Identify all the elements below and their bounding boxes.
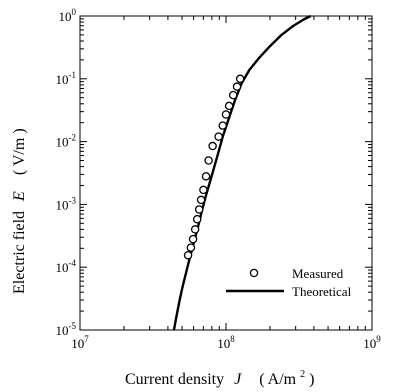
series-line-theoretical bbox=[172, 14, 312, 331]
data-point-measured bbox=[194, 205, 204, 214]
legend: Measured Theoretical bbox=[226, 266, 352, 299]
data-point-measured bbox=[186, 243, 196, 252]
series-layer bbox=[172, 14, 312, 331]
y-axis-label-name: Electric field bbox=[11, 211, 28, 294]
x-axis-label-unit: ( A/m bbox=[259, 371, 296, 388]
x-axis: 107 108 109 bbox=[71, 16, 381, 351]
data-point-measured bbox=[221, 110, 231, 119]
y-tick-label: 100 bbox=[59, 7, 77, 24]
data-point-measured bbox=[232, 82, 242, 91]
legend-marker-measured bbox=[249, 268, 259, 278]
data-point-measured bbox=[188, 234, 198, 244]
y-tick-label: 10-3 bbox=[56, 195, 77, 212]
data-point-measured bbox=[199, 185, 208, 195]
legend-label-theoretical: Theoretical bbox=[292, 284, 352, 299]
data-point-measured bbox=[192, 215, 202, 224]
plot-area: 107 108 109 10-5 10-4 10-3 10-2 10-1 100 bbox=[56, 7, 382, 351]
x-tick-label: 107 bbox=[71, 334, 89, 351]
x-tick-label: 108 bbox=[217, 334, 235, 351]
legend-label-measured: Measured bbox=[292, 266, 344, 281]
data-point-measured bbox=[218, 121, 227, 130]
x-axis-label-unit-close: ) bbox=[309, 371, 314, 388]
x-axis-label-name: Current density bbox=[125, 371, 224, 388]
data-point-measured bbox=[228, 90, 238, 100]
y-axis: 10-5 10-4 10-3 10-2 10-1 100 bbox=[56, 7, 372, 338]
y-axis-label-unit: ( V/m ) bbox=[11, 128, 28, 175]
data-point-measured bbox=[196, 195, 206, 205]
data-point-measured bbox=[235, 74, 245, 84]
y-tick-label: 10-5 bbox=[56, 321, 77, 338]
data-point-measured bbox=[204, 156, 213, 165]
data-point-measured bbox=[214, 132, 223, 141]
y-tick-label: 10-2 bbox=[56, 133, 77, 150]
y-tick-label: 10-1 bbox=[56, 70, 77, 87]
data-point-measured bbox=[183, 250, 193, 260]
data-point-measured bbox=[201, 172, 211, 181]
x-axis-label-unit-exp: 2 bbox=[300, 369, 305, 380]
x-tick-label: 109 bbox=[363, 334, 381, 351]
x-axis-label: Current density J ( A/m 2 ) bbox=[125, 364, 314, 388]
x-axis-label-symbol: J bbox=[234, 371, 242, 388]
y-tick-label: 10-4 bbox=[56, 258, 77, 275]
plot-frame bbox=[79, 15, 373, 331]
y-axis-label-symbol: E bbox=[11, 191, 28, 202]
y-axis-label: Electric field E ( V/m ) bbox=[11, 128, 28, 294]
data-point-measured bbox=[224, 101, 234, 111]
data-point-measured bbox=[190, 225, 200, 234]
data-point-measured bbox=[208, 141, 217, 151]
